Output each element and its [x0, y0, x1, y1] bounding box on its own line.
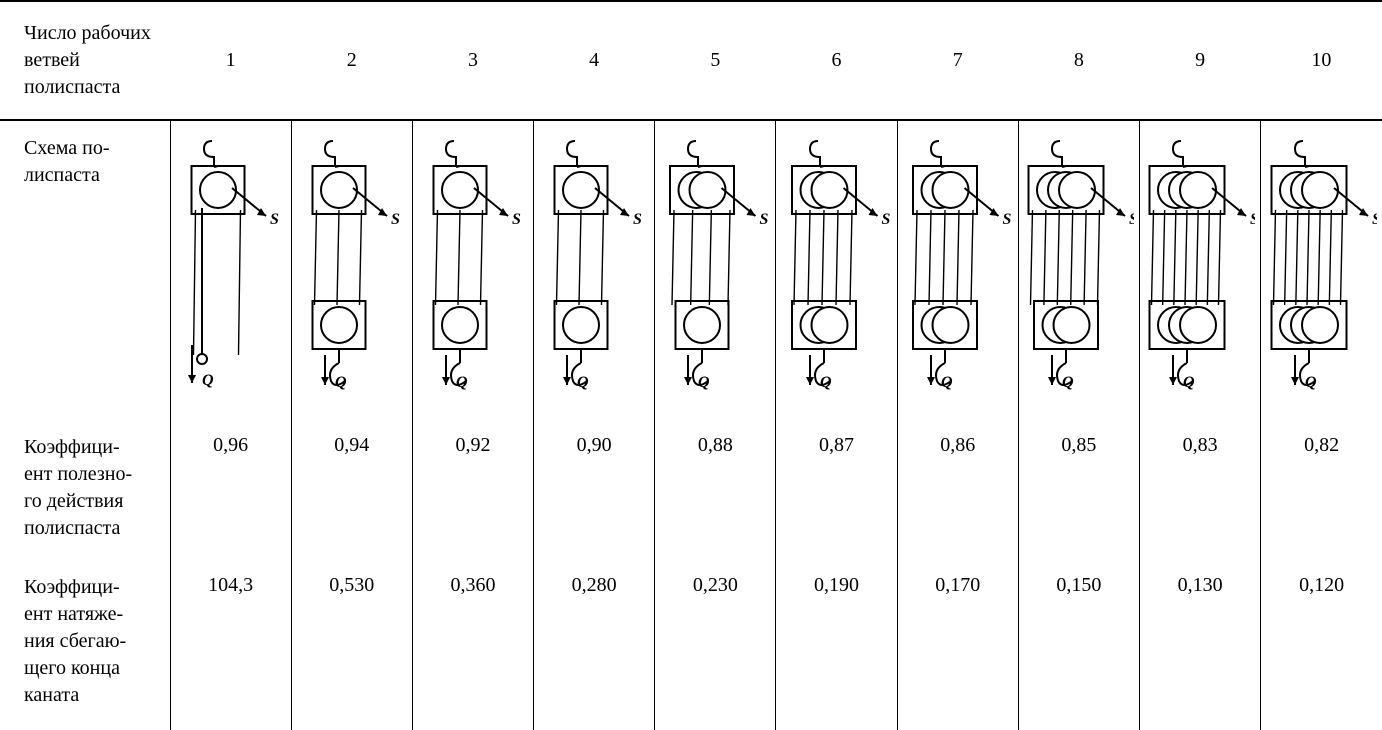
svg-text:Q: Q	[1305, 374, 1317, 391]
svg-text:S: S	[270, 211, 279, 228]
tension-cell-2: 0,530	[291, 560, 412, 730]
header-col-8: 8	[1018, 2, 1139, 120]
efficiency-cell-3: 0,92	[412, 420, 533, 560]
header-col-9: 9	[1140, 2, 1261, 120]
svg-text:S: S	[881, 211, 890, 228]
schema-cell-9: QS	[1140, 120, 1261, 420]
tension-cell-8: 0,150	[1018, 560, 1139, 730]
schema-row: Схема по- лиспаста QS QS QS QS QS QS QS …	[0, 120, 1382, 420]
svg-text:Q: Q	[456, 374, 468, 391]
efficiency-label: Коэффици- ент полезно- го действия полис…	[0, 420, 170, 560]
pulley-table-container: Число рабочих ветвей полиспаста 1 2 3 4 …	[0, 0, 1382, 730]
svg-text:S: S	[1002, 211, 1011, 228]
svg-text:S: S	[1372, 211, 1377, 228]
header-col-10: 10	[1261, 2, 1382, 120]
schema-cell-5: QS	[655, 120, 776, 420]
header-col-3: 3	[412, 2, 533, 120]
efficiency-cell-9: 0,83	[1140, 420, 1261, 560]
svg-text:S: S	[633, 211, 642, 228]
tension-cell-3: 0,360	[412, 560, 533, 730]
tension-cell-4: 0,280	[534, 560, 655, 730]
tension-cell-7: 0,170	[897, 560, 1018, 730]
efficiency-row: Коэффици- ент полезно- го действия полис…	[0, 420, 1382, 560]
header-col-2: 2	[291, 2, 412, 120]
svg-text:Q: Q	[941, 374, 953, 391]
schema-label: Схема по- лиспаста	[0, 120, 170, 420]
svg-text:Q: Q	[1062, 374, 1074, 391]
schema-cell-7: QS	[897, 120, 1018, 420]
svg-text:Q: Q	[820, 374, 832, 391]
svg-text:Q: Q	[1183, 374, 1195, 391]
tension-cell-10: 0,120	[1261, 560, 1382, 730]
tension-label: Коэффици- ент натяже- ния сбегаю- щего к…	[0, 560, 170, 730]
efficiency-cell-4: 0,90	[534, 420, 655, 560]
table-header: Число рабочих ветвей полиспаста 1 2 3 4 …	[0, 2, 1382, 120]
schema-cell-3: QS	[412, 120, 533, 420]
header-col-7: 7	[897, 2, 1018, 120]
svg-text:Q: Q	[202, 372, 214, 389]
svg-text:S: S	[1129, 211, 1134, 228]
efficiency-cell-8: 0,85	[1018, 420, 1139, 560]
header-col-6: 6	[776, 2, 897, 120]
svg-text:S: S	[391, 211, 400, 228]
pulley-table: Число рабочих ветвей полиспаста 1 2 3 4 …	[0, 2, 1382, 730]
svg-text:Q: Q	[577, 374, 589, 391]
tension-row: Коэффици- ент натяже- ния сбегаю- щего к…	[0, 560, 1382, 730]
header-col-5: 5	[655, 2, 776, 120]
tension-cell-5: 0,230	[655, 560, 776, 730]
efficiency-cell-1: 0,96	[170, 420, 291, 560]
efficiency-cell-6: 0,87	[776, 420, 897, 560]
svg-text:Q: Q	[335, 374, 347, 391]
efficiency-cell-7: 0,86	[897, 420, 1018, 560]
svg-text:S: S	[512, 211, 521, 228]
header-col-4: 4	[534, 2, 655, 120]
tension-cell-9: 0,130	[1140, 560, 1261, 730]
table-body: Схема по- лиспаста QS QS QS QS QS QS QS …	[0, 120, 1382, 730]
schema-cell-10: QS	[1261, 120, 1382, 420]
schema-cell-4: QS	[534, 120, 655, 420]
svg-text:S: S	[760, 211, 769, 228]
header-label: Число рабочих ветвей полиспаста	[0, 2, 170, 120]
schema-cell-6: QS	[776, 120, 897, 420]
efficiency-cell-10: 0,82	[1261, 420, 1382, 560]
header-col-1: 1	[170, 2, 291, 120]
schema-cell-1: QS	[170, 120, 291, 420]
schema-cell-2: QS	[291, 120, 412, 420]
schema-cell-8: QS	[1018, 120, 1139, 420]
svg-text:S: S	[1250, 211, 1255, 228]
tension-cell-1: 104,3	[170, 560, 291, 730]
efficiency-cell-5: 0,88	[655, 420, 776, 560]
efficiency-cell-2: 0,94	[291, 420, 412, 560]
tension-cell-6: 0,190	[776, 560, 897, 730]
svg-text:Q: Q	[698, 374, 710, 391]
